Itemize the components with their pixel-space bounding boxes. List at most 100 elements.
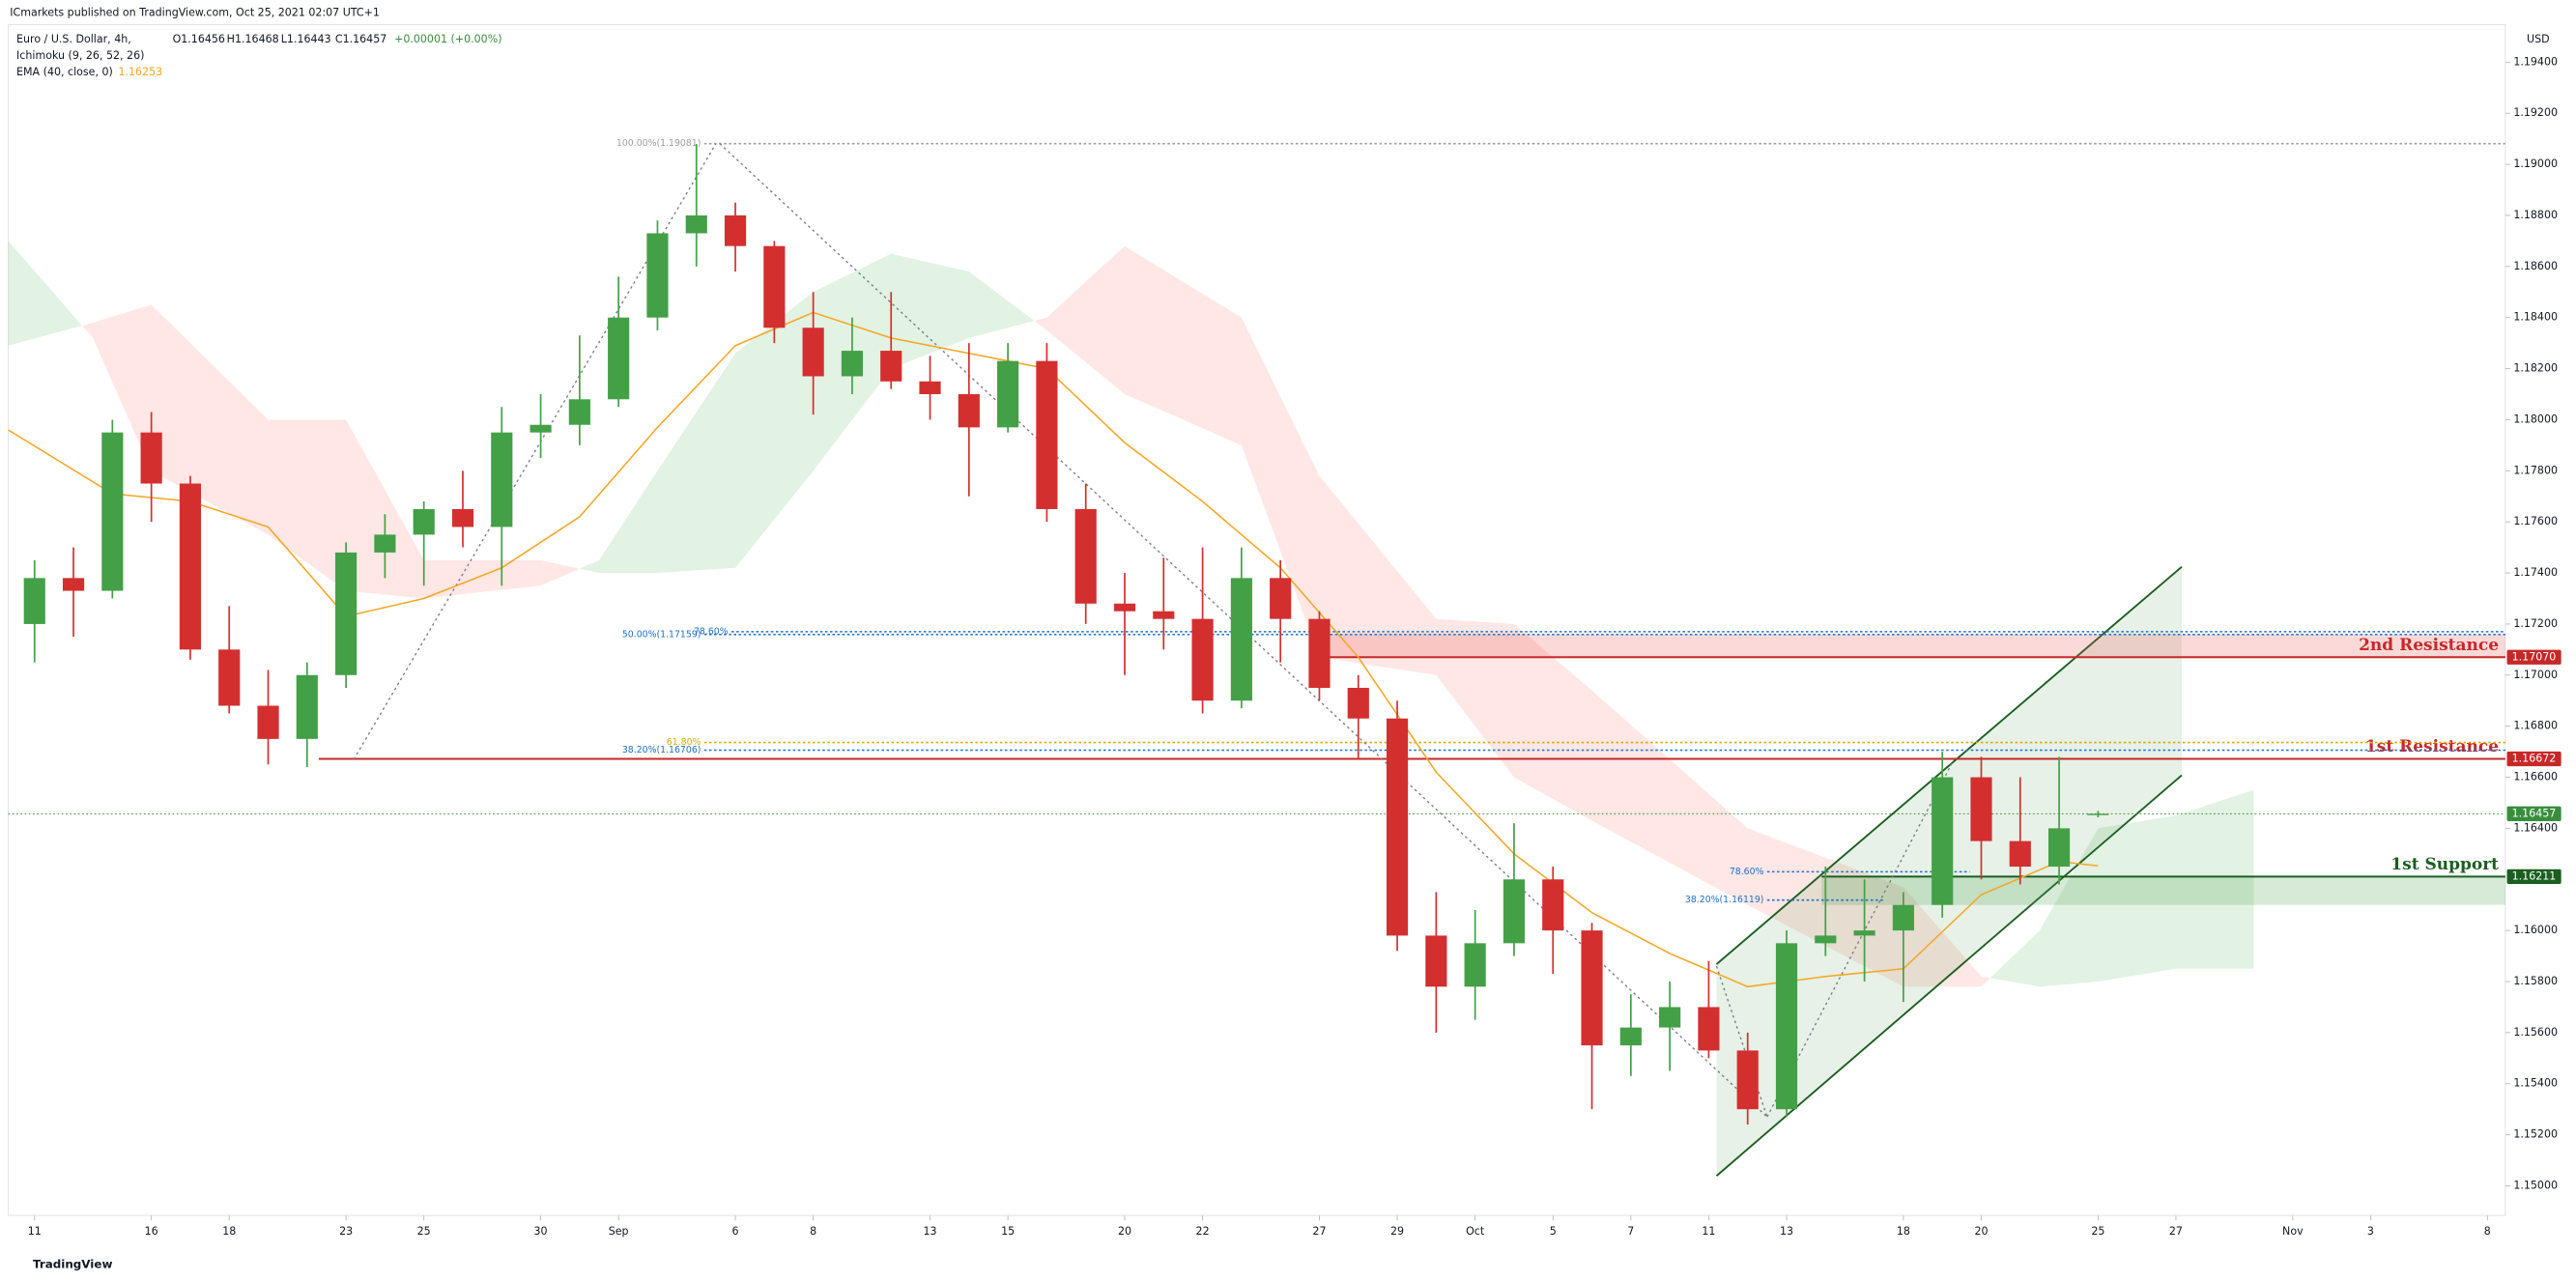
channel-line — [1715, 565, 2183, 965]
candle-body — [1698, 1007, 1720, 1051]
price-badge — [2506, 869, 2562, 885]
candle-body — [1619, 1027, 1642, 1046]
candle-body — [724, 214, 747, 246]
level-name: 1st Support — [2390, 855, 2499, 874]
candle-body — [1347, 688, 1369, 719]
fib-label: 78.60% — [694, 626, 729, 637]
candle-body — [646, 233, 669, 318]
candle-body — [1113, 603, 1136, 612]
cloud — [1046, 245, 1125, 395]
x-tick-label: 23 — [339, 1225, 353, 1238]
x-tick-label: 8 — [810, 1225, 816, 1238]
cloud — [1989, 930, 2040, 987]
y-tick-label: 1.17000 — [2513, 669, 2558, 681]
level-name: 2nd Resistance — [2359, 636, 2499, 655]
currency: USD — [2527, 33, 2550, 45]
x-tick-label: 7 — [1627, 1225, 1634, 1238]
x-tick-label: 16 — [145, 1225, 158, 1238]
candle-body — [101, 432, 124, 591]
x-tick-label: 27 — [1312, 1225, 1326, 1238]
candle-body — [1270, 578, 1292, 619]
candle-body — [568, 399, 590, 425]
candle-body — [1736, 1050, 1759, 1110]
ohlc-label: C1.16457 — [335, 33, 386, 45]
cloud — [423, 559, 541, 599]
candle-body — [1815, 935, 1837, 944]
ohlc-label: +0.00001 (+0.00%) — [394, 33, 501, 45]
x-tick-label: 27 — [2169, 1225, 2183, 1238]
candle-body — [608, 317, 630, 400]
symbol: Euro / U.S. Dollar, 4h, — [16, 33, 131, 45]
cloud — [1319, 475, 1437, 675]
candle-body — [1659, 1007, 1681, 1028]
x-tick-label: 25 — [417, 1225, 431, 1238]
y-tick-label: 1.16800 — [2513, 720, 2558, 732]
candle-body — [1853, 930, 1875, 936]
cloud — [2039, 828, 2099, 987]
cloud — [8, 241, 83, 346]
candle-body — [491, 432, 513, 527]
cloud — [1513, 623, 1592, 821]
cloud — [735, 292, 814, 568]
candle-body — [23, 578, 45, 624]
candle-body — [997, 360, 1019, 428]
candle-body — [140, 432, 162, 484]
plot-frame — [8, 23, 2506, 1216]
last-price-badge — [2506, 806, 2562, 821]
x-tick-label: 11 — [28, 1225, 42, 1238]
x-tick-label: 11 — [1702, 1225, 1715, 1238]
candle-body — [841, 351, 864, 377]
candle-body — [1581, 930, 1603, 1046]
cloud — [1124, 245, 1242, 445]
fib-label: 61.80% — [667, 737, 701, 748]
trendline — [1766, 758, 1955, 1118]
cloud — [93, 304, 152, 471]
x-tick-label: 29 — [1390, 1225, 1404, 1238]
price-badge-label: 1.16211 — [2512, 869, 2557, 882]
cloud — [540, 559, 580, 586]
fib-label: 100.00%(1.19081) — [616, 138, 701, 149]
cloud — [657, 353, 736, 574]
cloud — [599, 470, 658, 574]
trendline — [353, 143, 717, 760]
candle-body — [802, 328, 824, 377]
x-tick-label: 8 — [2484, 1225, 2491, 1238]
cloud — [579, 559, 600, 574]
candle-body — [1074, 508, 1097, 604]
x-tick-label: 5 — [1550, 1225, 1557, 1238]
x-tick-label: Sep — [609, 1225, 629, 1238]
candle-body — [1503, 879, 1526, 944]
y-tick-label: 1.16400 — [2513, 821, 2558, 834]
candle-body — [335, 552, 358, 675]
x-tick-label: Oct — [1466, 1225, 1485, 1238]
x-tick-label: 13 — [1780, 1225, 1793, 1238]
x-tick-label: 18 — [222, 1225, 236, 1238]
candle-body — [1775, 943, 1798, 1110]
x-tick-label: 3 — [2367, 1225, 2374, 1238]
price-badge-label: 1.16672 — [2512, 752, 2557, 764]
candle-body — [1386, 718, 1409, 936]
candle-body — [1932, 777, 1954, 905]
level-name: 1st Resistance — [2365, 737, 2499, 756]
x-tick-label: 25 — [2091, 1225, 2104, 1238]
candle-body — [62, 578, 85, 591]
cloud — [346, 419, 424, 599]
candle-body — [413, 508, 435, 535]
candle-body — [919, 381, 941, 395]
fib-label: 50.00%(1.17159) — [622, 629, 701, 640]
level-zone — [1327, 634, 2505, 658]
cloud — [1436, 618, 1514, 778]
cloud — [1034, 317, 1047, 330]
y-tick-label: 1.16000 — [2513, 924, 2558, 936]
candle-body — [530, 424, 552, 433]
cloud — [1591, 690, 1748, 905]
ichimoku-label: Ichimoku (9, 26, 52, 26) — [16, 49, 144, 62]
cloud — [151, 304, 269, 535]
y-tick-label: 1.15200 — [2513, 1128, 2558, 1141]
y-tick-label: 1.17600 — [2513, 515, 2558, 527]
ema-label: EMA (40, close, 0) — [16, 66, 113, 78]
x-tick-label: 30 — [534, 1225, 548, 1238]
candle-body — [179, 483, 202, 650]
cloud — [1903, 887, 1982, 987]
